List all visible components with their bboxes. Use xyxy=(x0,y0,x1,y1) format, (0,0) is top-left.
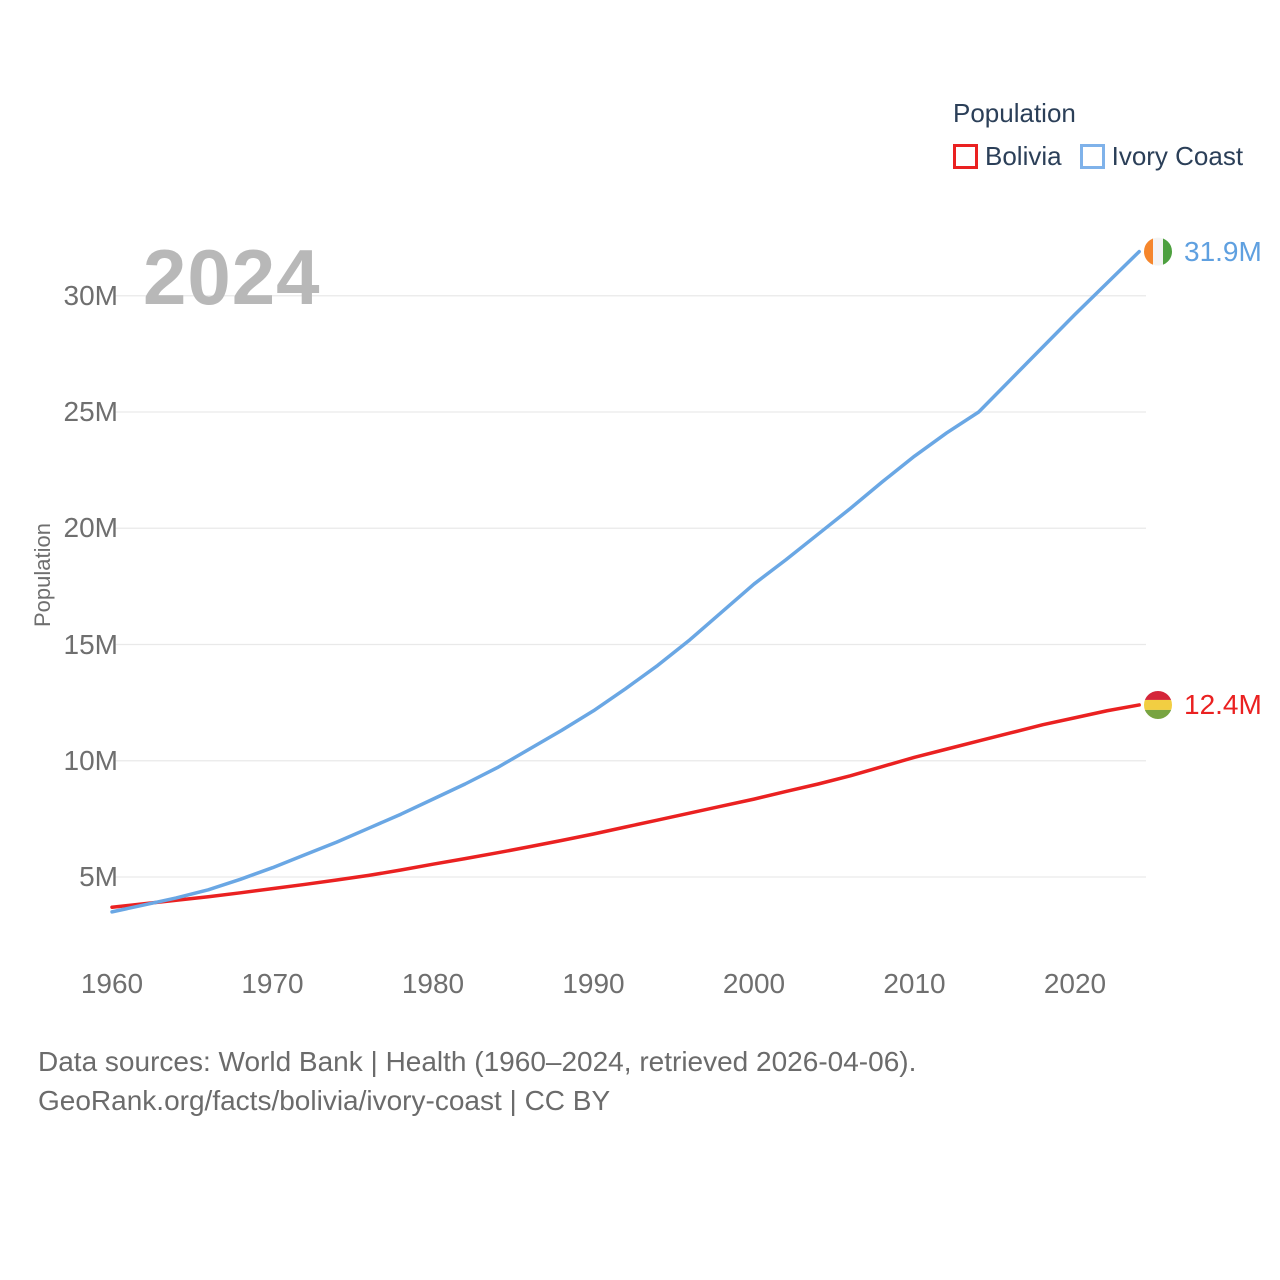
x-tick-label-1960: 1960 xyxy=(80,968,144,999)
legend-title: Population xyxy=(953,98,1076,128)
x-tick-label-1990: 1990 xyxy=(562,968,625,999)
x-tick-label-1970: 1970 xyxy=(241,968,304,999)
footer: Data sources: World Bank | Health (1960–… xyxy=(38,1042,916,1120)
ivory-coast-flag-icon xyxy=(1142,235,1174,268)
x-tick-label-2000: 2000 xyxy=(722,968,786,999)
footer-attribution: GeoRank.org/facts/bolivia/ivory-coast | … xyxy=(38,1085,611,1116)
x-tick-label-2020: 2020 xyxy=(1043,968,1107,999)
series-line-ivory-coast xyxy=(110,249,1141,914)
legend-item-bolivia-label: Bolivia xyxy=(985,141,1062,171)
ivory-coast-swatch-icon xyxy=(1079,144,1105,169)
footer-data-sources: Data sources: World Bank | Health (1960–… xyxy=(38,1046,917,1077)
legend-item-ivory-coast[interactable]: Ivory Coast xyxy=(1079,141,1244,172)
x-tick-label-2010: 2010 xyxy=(883,968,946,999)
x-tick-label-1980: 1980 xyxy=(401,968,465,999)
year-watermark: 2024 xyxy=(143,233,321,321)
y-tick-label-25M: 25M xyxy=(63,396,118,427)
legend-items: Bolivia Ivory Coast xyxy=(953,141,1243,172)
bolivia-swatch-icon xyxy=(953,144,978,169)
y-tick-label-5M: 5M xyxy=(79,861,118,892)
ivory-coast-value-label: 31.9M xyxy=(1184,235,1262,267)
series-line-bolivia xyxy=(110,703,1141,909)
legend-item-ivory-coast-label: Ivory Coast xyxy=(1111,141,1244,171)
y-tick-label-30M: 30M xyxy=(63,279,118,311)
y-tick-label-20M: 20M xyxy=(63,512,118,544)
y-tick-label-10M: 10M xyxy=(63,744,118,776)
legend: Population Bolivia Ivory Coast xyxy=(953,98,1243,172)
y-tick-label-15M: 15M xyxy=(63,628,118,660)
bolivia-flag-icon xyxy=(1142,688,1174,721)
legend-item-bolivia[interactable]: Bolivia xyxy=(953,141,1062,172)
bolivia-value-label: 12.4M xyxy=(1184,688,1262,720)
